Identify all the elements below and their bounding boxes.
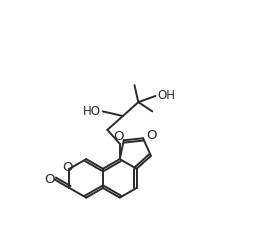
Text: HO: HO xyxy=(82,105,100,118)
Text: O: O xyxy=(146,129,157,142)
Text: O: O xyxy=(44,173,54,186)
Text: O: O xyxy=(114,130,124,143)
Text: OH: OH xyxy=(158,90,176,102)
Text: O: O xyxy=(63,161,73,175)
